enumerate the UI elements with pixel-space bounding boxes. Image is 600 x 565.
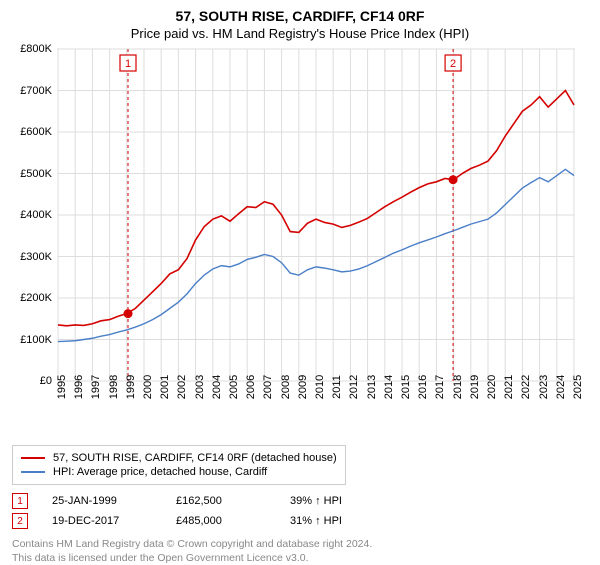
svg-text:1: 1 — [125, 58, 131, 70]
x-tick-label: 2023 — [538, 375, 550, 399]
x-tick-label: 2003 — [194, 375, 206, 399]
sale-price: £162,500 — [176, 495, 266, 507]
y-tick-label: £700K — [20, 85, 52, 97]
sale-row: 1 25-JAN-1999 £162,500 39% ↑ HPI — [12, 491, 588, 511]
x-tick-label: 2018 — [452, 375, 464, 399]
sale-marker-box: 1 — [12, 493, 28, 509]
x-tick-label: 2007 — [262, 375, 274, 399]
x-tick-label: 2024 — [555, 375, 567, 399]
x-tick-label: 2015 — [400, 375, 412, 399]
sale-row: 2 19-DEC-2017 £485,000 31% ↑ HPI — [12, 511, 588, 531]
x-tick-label: 2013 — [366, 375, 378, 399]
x-axis-labels: 1995199619971998199920002001200220032004… — [12, 387, 588, 437]
x-tick-label: 2017 — [434, 375, 446, 399]
footer-line: This data is licensed under the Open Gov… — [12, 551, 588, 565]
sales-table: 1 25-JAN-1999 £162,500 39% ↑ HPI 2 19-DEC-201… — [12, 491, 588, 531]
sale-marker — [124, 309, 133, 318]
sale-marker — [449, 175, 458, 184]
legend-label: 57, SOUTH RISE, CARDIFF, CF14 0RF (detac… — [53, 452, 337, 464]
x-tick-label: 2012 — [348, 375, 360, 399]
attribution-footer: Contains HM Land Registry data © Crown c… — [12, 537, 588, 565]
x-tick-label: 1995 — [56, 375, 68, 399]
x-tick-label: 2020 — [486, 375, 498, 399]
x-tick-label: 2004 — [211, 375, 223, 399]
x-tick-label: 2009 — [297, 375, 309, 399]
x-tick-label: 2000 — [142, 375, 154, 399]
footer-line: Contains HM Land Registry data © Crown c… — [12, 537, 588, 551]
x-tick-label: 2005 — [228, 375, 240, 399]
page-subtitle: Price paid vs. HM Land Registry's House … — [12, 26, 588, 41]
x-tick-label: 2014 — [383, 375, 395, 399]
y-tick-label: £300K — [20, 251, 52, 263]
sale-date: 19-DEC-2017 — [52, 515, 152, 527]
legend-swatch — [21, 471, 45, 473]
page-title: 57, SOUTH RISE, CARDIFF, CF14 0RF — [12, 8, 588, 24]
x-tick-label: 2011 — [331, 375, 343, 399]
legend-item: 57, SOUTH RISE, CARDIFF, CF14 0RF (detac… — [21, 451, 337, 465]
x-tick-label: 2001 — [159, 375, 171, 399]
chart: 1 2 £0 £100K £200K £300K £400K £500K £600K £700K… — [12, 41, 588, 441]
sale-diff: 31% ↑ HPI — [290, 515, 342, 527]
y-tick-label: £0 — [40, 375, 52, 387]
y-tick-label: £100K — [20, 334, 52, 346]
x-tick-label: 2008 — [280, 375, 292, 399]
x-tick-label: 1998 — [108, 375, 120, 399]
x-tick-label: 1996 — [73, 375, 85, 399]
y-tick-label: £500K — [20, 168, 52, 180]
legend-item: HPI: Average price, detached house, Card… — [21, 465, 337, 479]
y-axis-labels: £0 £100K £200K £300K £400K £500K £600K £700K £80… — [12, 41, 52, 441]
legend-swatch — [21, 457, 45, 459]
x-tick-label: 1997 — [90, 375, 102, 399]
y-tick-label: £600K — [20, 126, 52, 138]
legend-label: HPI: Average price, detached house, Card… — [53, 466, 267, 478]
y-tick-label: £400K — [20, 209, 52, 221]
y-tick-label: £800K — [20, 43, 52, 55]
x-tick-label: 2019 — [469, 375, 481, 399]
y-tick-label: £200K — [20, 292, 52, 304]
sale-vlabel: 2 — [445, 55, 461, 71]
x-tick-label: 2022 — [520, 375, 532, 399]
x-tick-label: 2025 — [572, 375, 584, 399]
x-tick-label: 2021 — [503, 375, 515, 399]
sale-vlabel: 1 — [120, 55, 136, 71]
x-tick-label: 2016 — [417, 375, 429, 399]
sale-marker-box: 2 — [12, 513, 28, 529]
x-tick-label: 1999 — [125, 375, 137, 399]
x-tick-label: 2006 — [245, 375, 257, 399]
sale-price: £485,000 — [176, 515, 266, 527]
x-tick-label: 2010 — [314, 375, 326, 399]
svg-text:2: 2 — [450, 58, 456, 70]
sale-date: 25-JAN-1999 — [52, 495, 152, 507]
legend: 57, SOUTH RISE, CARDIFF, CF14 0RF (detac… — [12, 445, 346, 485]
x-tick-label: 2002 — [176, 375, 188, 399]
sale-diff: 39% ↑ HPI — [290, 495, 342, 507]
